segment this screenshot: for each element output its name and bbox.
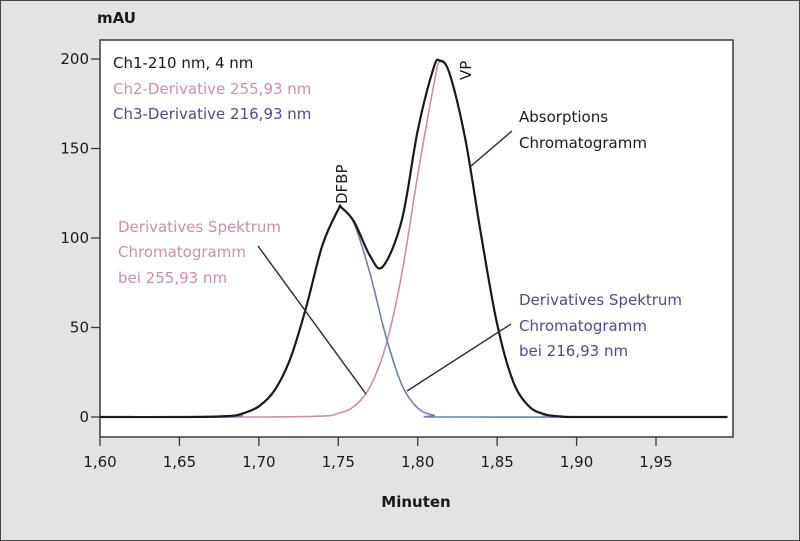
- plot-area: [99, 39, 734, 438]
- annotation-blue: Derivatives Spektrum Chromatogramm bei 2…: [519, 291, 682, 360]
- x-tick-label: 1,70: [242, 453, 275, 471]
- legend: Ch1-210 nm, 4 nm Ch2-Derivative 255,93 n…: [113, 54, 311, 123]
- annotation-absorption-line1: Absorptions: [519, 108, 608, 126]
- annotation-absorption: Absorptions Chromatogramm: [519, 108, 647, 152]
- peak-label-dfbp: DFBP: [333, 164, 351, 204]
- legend-ch3: Ch3-Derivative 216,93 nm: [113, 105, 311, 123]
- y-tick-label: 150: [60, 140, 89, 158]
- x-tick-label: 1,65: [163, 453, 196, 471]
- legend-ch1: Ch1-210 nm, 4 nm: [113, 54, 253, 72]
- y-axis: 0 50 100 150 200: [60, 50, 100, 426]
- annotation-absorption-line2: Chromatogramm: [519, 134, 647, 152]
- legend-ch2: Ch2-Derivative 255,93 nm: [113, 80, 311, 98]
- peak-label-vp: VP: [457, 61, 475, 80]
- leader-blue: [406, 323, 512, 392]
- annotation-pink: Derivatives Spektrum Chromatogramm bei 2…: [118, 218, 281, 287]
- y-tick-label: 50: [70, 319, 89, 337]
- x-tick-label: 1,95: [639, 453, 672, 471]
- x-axis: 1,60 1,65 1,70 1,75 1,80 1,85 1,90 1,95: [83, 437, 673, 471]
- annotation-pink-line2: Chromatogramm: [118, 243, 246, 261]
- leader-lines: [257, 130, 513, 395]
- annotation-blue-line2: Chromatogramm: [519, 317, 647, 335]
- y-tick-label: 100: [60, 229, 89, 247]
- y-tick-label: 200: [60, 50, 89, 68]
- series-ch1-absorption: [99, 58, 728, 419]
- x-tick-label: 1,90: [560, 453, 593, 471]
- leader-absorption: [470, 130, 513, 167]
- x-tick-label: 1,60: [83, 453, 116, 471]
- x-tick-label: 1,80: [401, 453, 434, 471]
- x-tick-label: 1,75: [322, 453, 355, 471]
- annotation-pink-line3: bei 255,93 nm: [118, 269, 227, 287]
- y-axis-unit: mAU: [97, 9, 136, 27]
- y-tick-label: 0: [79, 408, 89, 426]
- leader-pink: [257, 245, 367, 395]
- annotation-pink-line1: Derivatives Spektrum: [118, 218, 281, 236]
- x-axis-title: Minuten: [381, 493, 450, 511]
- annotation-blue-line1: Derivatives Spektrum: [519, 291, 682, 309]
- annotation-blue-line3: bei 216,93 nm: [519, 342, 628, 360]
- x-tick-label: 1,85: [480, 453, 513, 471]
- series-lines: [99, 58, 728, 419]
